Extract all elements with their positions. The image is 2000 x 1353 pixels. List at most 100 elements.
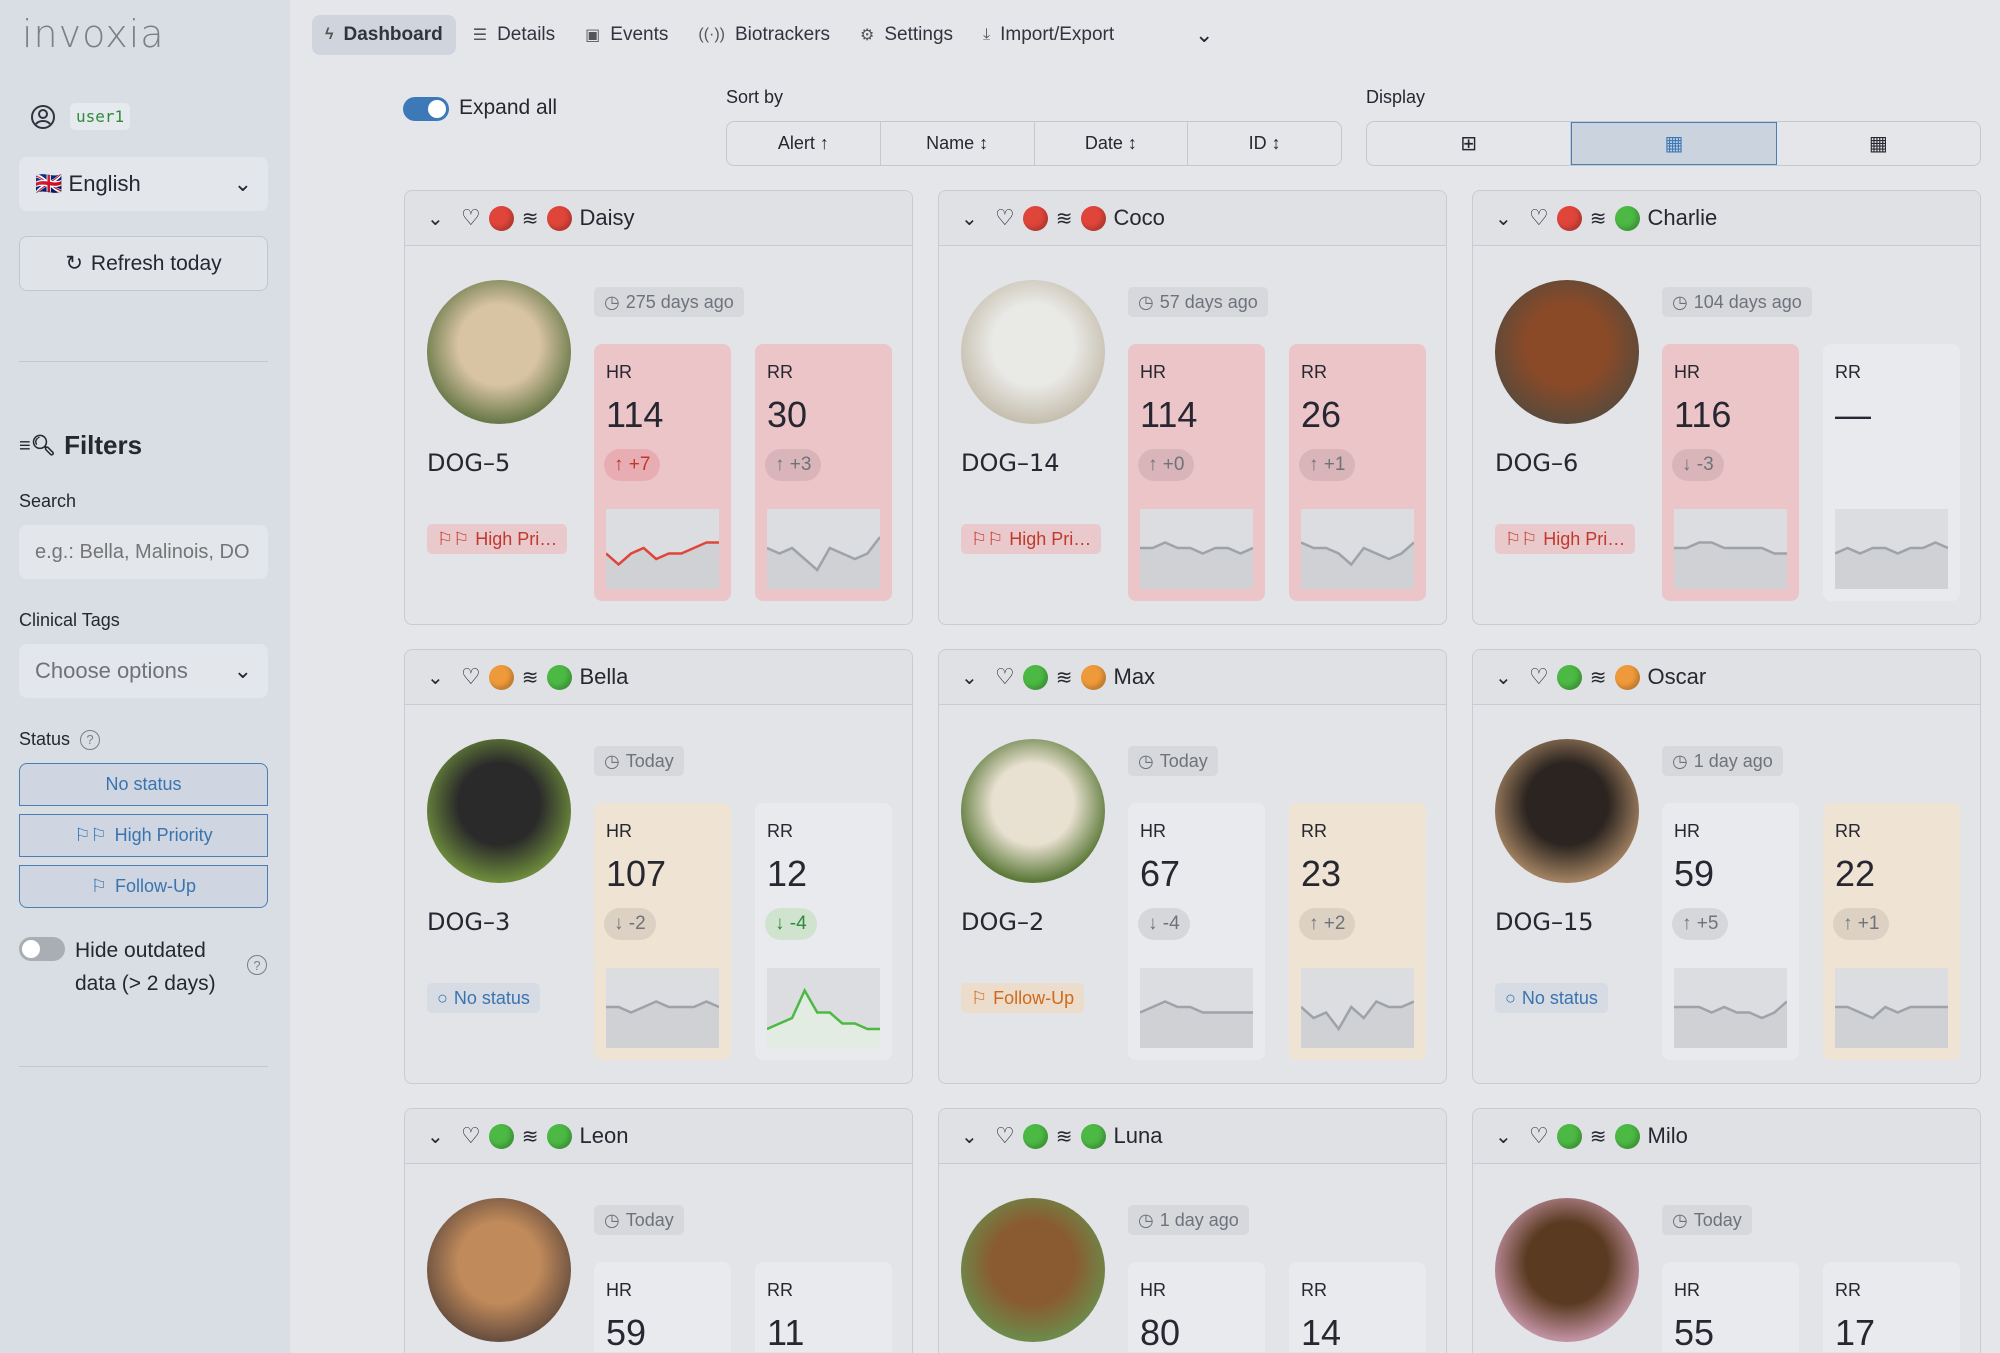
card-header[interactable]: ⌄ ♡ ≋ Daisy (405, 191, 912, 246)
rr-tile[interactable]: RR 26 ↑ +1 (1289, 344, 1426, 601)
chevron-down-icon[interactable]: ⌄ (427, 1125, 444, 1148)
divider (19, 361, 268, 362)
hr-tile[interactable]: HR 59 (594, 1262, 731, 1353)
sparkline-line (1301, 541, 1414, 567)
heart-icon: ♡ (461, 1123, 481, 1148)
help-icon[interactable]: ? (80, 729, 101, 750)
tab-details[interactable]: ☰ Details (460, 15, 568, 55)
sort-option[interactable]: Alert ↑ (727, 122, 881, 165)
hr-tile[interactable]: HR 59 ↑ +5 (1662, 803, 1799, 1060)
chevron-down-icon[interactable]: ⌄ (1495, 666, 1512, 689)
chevron-down-icon[interactable]: ⌄ (1495, 207, 1512, 230)
rr-tile[interactable]: RR 23 ↑ +2 (1289, 803, 1426, 1060)
chevron-down-icon[interactable]: ⌄ (1495, 1125, 1512, 1148)
rr-value: 23 (1301, 853, 1342, 894)
status-tag[interactable]: ⚐⚐ High Pri… (961, 524, 1102, 554)
sparkline (606, 509, 719, 589)
dog-card: ⌄ ♡ ≋ Luna ◷ 1 day ago HR 80 RR 14 (938, 1108, 1447, 1353)
tab-settings[interactable]: ⚙ Settings (847, 15, 966, 55)
rr-value: 12 (767, 853, 808, 894)
chevron-down-icon[interactable]: ⌄ (427, 666, 444, 689)
rr-tile[interactable]: RR — (1823, 344, 1960, 601)
sort-option[interactable]: ID ↕ (1248, 133, 1281, 153)
last-update-text: Today (625, 1209, 674, 1230)
rr-tile[interactable]: RR 11 (755, 1262, 892, 1353)
status-filter-high-priority[interactable]: ⚐⚐ High Priority (19, 814, 268, 857)
rr-tile[interactable]: RR 22 ↑ +1 (1823, 803, 1960, 1060)
rr-value: — (1835, 394, 1871, 435)
rr-tile[interactable]: RR 30 ↑ +3 (755, 344, 892, 601)
hr-delta: ↓ -4 (1138, 908, 1190, 940)
signal-icon: ((·)) (698, 26, 725, 43)
status-tag[interactable]: ○ No status (427, 983, 540, 1013)
last-update-badge: ◷ 1 day ago (1662, 746, 1783, 776)
hide-outdated-line1: Hide outdated (75, 939, 206, 962)
tab-import-export[interactable]: ⤓ Import/Export (970, 15, 1127, 55)
status-tag[interactable]: ⚐⚐ High Pri… (427, 524, 568, 554)
dog-id: DOG–15 (1495, 908, 1594, 936)
sort-option[interactable]: Name ↕ (881, 122, 1035, 165)
dog-id: DOG–3 (427, 908, 511, 936)
flag-icon: ⚐⚐ (1505, 528, 1538, 549)
hr-tile[interactable]: HR 114 ↑ +7 (594, 344, 731, 601)
hr-tile[interactable]: HR 55 (1662, 1262, 1799, 1353)
display-medium-grid-button[interactable]: ▦ (1571, 122, 1777, 165)
rr-tile[interactable]: RR 12 ↓ -4 (755, 803, 892, 1060)
status-tag[interactable]: ⚐⚐ High Pri… (1495, 524, 1636, 554)
hr-tile[interactable]: HR 67 ↓ -4 (1128, 803, 1265, 1060)
card-header[interactable]: ⌄ ♡ ≋ Charlie (1473, 191, 1980, 246)
display-label: Display (1366, 87, 1426, 107)
help-icon[interactable]: ? (247, 955, 267, 975)
hr-label: HR (606, 362, 632, 382)
hr-tile[interactable]: HR 116 ↓ -3 (1662, 344, 1799, 601)
heart-icon: ♡ (995, 1123, 1015, 1148)
sort-option[interactable]: Date ↕ (1035, 122, 1189, 165)
clinical-tags-select[interactable]: Choose options ⌄ (19, 644, 268, 698)
hr-label: HR (1140, 362, 1166, 382)
list-icon: ☰ (472, 27, 488, 44)
hr-tile[interactable]: HR 107 ↓ -2 (594, 803, 731, 1060)
flag-icon: ⚐ (90, 876, 108, 896)
search-input[interactable] (19, 525, 268, 579)
hide-outdated-toggle[interactable] (19, 937, 65, 961)
card-header[interactable]: ⌄ ♡ ≋ Bella (405, 650, 912, 705)
tab-biotrackers[interactable]: ((·)) Biotrackers (685, 15, 843, 55)
status-tag[interactable]: ○ No status (1495, 983, 1608, 1013)
status-tag[interactable]: ⚐ Follow-Up (961, 983, 1085, 1013)
refresh-today-button[interactable]: ↻ Refresh today (19, 236, 268, 291)
card-header[interactable]: ⌄ ♡ ≋ Milo (1473, 1109, 1980, 1164)
search-label: Search (19, 491, 77, 511)
chevron-down-icon[interactable]: ⌄ (961, 666, 978, 689)
display-large-grid-button[interactable]: ⊞ (1367, 122, 1572, 165)
more-tabs-chevron-icon[interactable]: ⌄ (1195, 22, 1214, 47)
card-header[interactable]: ⌄ ♡ ≋ Coco (939, 191, 1446, 246)
card-header[interactable]: ⌄ ♡ ≋ Luna (939, 1109, 1446, 1164)
status-filter-no-status[interactable]: No status (19, 763, 268, 806)
status-filter-follow-up[interactable]: ⚐ Follow-Up (19, 865, 268, 908)
card-header[interactable]: ⌄ ♡ ≋ Max (939, 650, 1446, 705)
dog-card: ⌄ ♡ ≋ Daisy DOG–5 ⚐⚐ High Pri… ◷ 275 days … (404, 190, 913, 625)
expand-all-toggle[interactable] (403, 97, 449, 121)
sparkline-area (606, 1001, 719, 1048)
hr-label: HR (1674, 1280, 1700, 1300)
clock-icon: ◷ (604, 750, 620, 771)
display-small-grid-button[interactable]: ▦ (1777, 122, 1980, 165)
hide-outdated-label: Hide outdated data (> 2 days) (75, 934, 216, 1000)
rr-tile[interactable]: RR 14 (1289, 1262, 1426, 1353)
chevron-down-icon[interactable]: ⌄ (427, 207, 444, 230)
hr-tile[interactable]: HR 114 ↑ +0 (1128, 344, 1265, 601)
tab-events[interactable]: ▣ Events (572, 15, 681, 55)
chevron-down-icon[interactable]: ⌄ (961, 207, 978, 230)
heart-icon: ♡ (1529, 1123, 1549, 1148)
last-update-text: Today (1159, 750, 1208, 771)
last-update-badge: ◷ 1 day ago (1128, 1205, 1249, 1235)
chevron-down-icon[interactable]: ⌄ (961, 1125, 978, 1148)
rr-label: RR (1301, 821, 1327, 841)
hr-tile[interactable]: HR 80 (1128, 1262, 1265, 1353)
card-header[interactable]: ⌄ ♡ ≋ Oscar (1473, 650, 1980, 705)
card-header[interactable]: ⌄ ♡ ≋ Leon (405, 1109, 912, 1164)
rr-tile[interactable]: RR 17 (1823, 1262, 1960, 1353)
tab-dashboard[interactable]: ϟ Dashboard (312, 15, 456, 55)
language-select[interactable]: 🇬🇧 English ⌄ (19, 157, 268, 211)
status-heading: Status? (19, 729, 101, 750)
